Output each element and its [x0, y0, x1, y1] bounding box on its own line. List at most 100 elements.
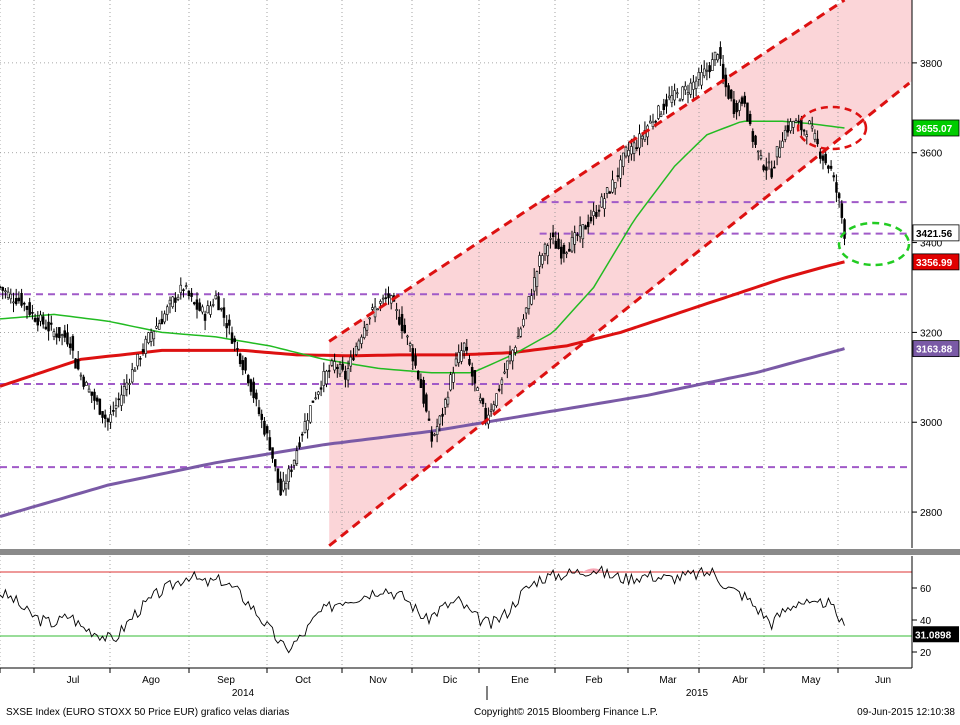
candle: [9, 288, 13, 304]
rsi-last-value-tag: 31.0898: [913, 626, 959, 643]
candle: [284, 474, 288, 496]
candle: [589, 209, 593, 224]
candle: [268, 430, 272, 451]
candle: [63, 324, 66, 343]
y-tick-label: 3800: [920, 59, 943, 70]
candle: [697, 67, 701, 87]
candle: [597, 204, 601, 217]
x-tick-label: Dic: [443, 675, 457, 686]
candle: [470, 362, 474, 386]
candle: [376, 308, 379, 311]
y-tick-label: 3200: [920, 328, 943, 339]
candle: [516, 327, 520, 339]
candle: [827, 164, 830, 174]
candle: [781, 132, 784, 148]
candle: [449, 371, 452, 392]
candle: [767, 152, 771, 170]
candle: [422, 376, 425, 408]
candle: [381, 294, 385, 305]
y-tick-label: 3400: [920, 239, 943, 250]
candle: [203, 310, 207, 331]
candle: [657, 104, 660, 121]
ma-red-line: [0, 260, 845, 388]
candle: [713, 51, 717, 66]
candle: [616, 167, 620, 182]
footer-center-label: Copyright© 2015 Bloomberg Finance L.P.: [474, 707, 658, 718]
candle: [430, 426, 433, 448]
candle: [551, 224, 555, 245]
candle: [578, 216, 582, 243]
candle: [762, 164, 765, 172]
candle: [87, 385, 91, 393]
candle: [648, 115, 652, 124]
candle: [338, 361, 342, 377]
candle: [541, 253, 544, 269]
candle: [395, 302, 398, 320]
candle: [511, 349, 514, 370]
candle: [778, 140, 781, 158]
ma-purple-line: [0, 347, 845, 519]
last-value-tag: 3356.99: [912, 253, 960, 271]
candle: [786, 118, 790, 137]
candle: [257, 399, 261, 417]
x-tick-label: Feb: [585, 675, 603, 686]
candle: [473, 370, 477, 392]
candle: [581, 224, 585, 248]
candle: [149, 328, 153, 347]
candle: [74, 358, 77, 369]
price-panel: 2800 3000 3200 3400 3600 3800 3655.07 3421.56 33…: [0, 0, 960, 555]
candle: [4, 288, 7, 299]
candle: [365, 323, 369, 336]
candle: [729, 89, 733, 102]
candle: [206, 300, 210, 314]
candle: [751, 128, 755, 148]
candle: [546, 243, 549, 265]
candle: [446, 391, 450, 408]
candle: [179, 277, 183, 300]
candle: [791, 120, 795, 134]
candle: [17, 291, 21, 304]
candle: [678, 98, 682, 102]
x-tick-label: Mar: [659, 675, 677, 686]
x-tick-label: May: [802, 675, 821, 686]
candle: [662, 98, 665, 115]
x-tick-label: Sep: [217, 675, 235, 686]
candle: [265, 424, 269, 441]
candle: [532, 268, 536, 300]
candle: [77, 351, 80, 371]
candle: [789, 118, 792, 134]
candle: [187, 289, 191, 300]
footer-right-label: 09-Jun-2015 12:10:38: [857, 707, 955, 718]
candle: [20, 288, 23, 308]
candle: [775, 146, 779, 166]
channel-lower-line: [328, 81, 911, 547]
candle: [287, 465, 290, 490]
rsi-panel: 20 40 60 31.0898: [0, 556, 959, 668]
candle: [435, 418, 439, 443]
candle: [255, 389, 258, 407]
candle: [201, 304, 204, 315]
last-value-label: 3163.88: [916, 345, 953, 356]
candle: [460, 342, 463, 365]
candle: [675, 88, 679, 99]
candle: [400, 306, 404, 339]
last-value-label: 3356.99: [916, 258, 953, 269]
candle: [497, 384, 501, 393]
candle: [195, 292, 199, 319]
candle: [112, 401, 115, 416]
candle: [732, 91, 736, 118]
rsi-y-tick-label: 40: [920, 616, 932, 627]
candle: [33, 313, 37, 323]
candle: [576, 232, 579, 242]
candle: [292, 459, 296, 470]
candle: [55, 327, 58, 345]
candle: [309, 405, 312, 424]
rsi-line: [0, 565, 845, 654]
candle: [31, 304, 34, 320]
candle: [557, 232, 560, 250]
highlight-ellipse-green: [837, 221, 911, 267]
candle: [624, 145, 628, 159]
candle: [311, 400, 315, 403]
y-tick-label: 3600: [920, 149, 943, 160]
